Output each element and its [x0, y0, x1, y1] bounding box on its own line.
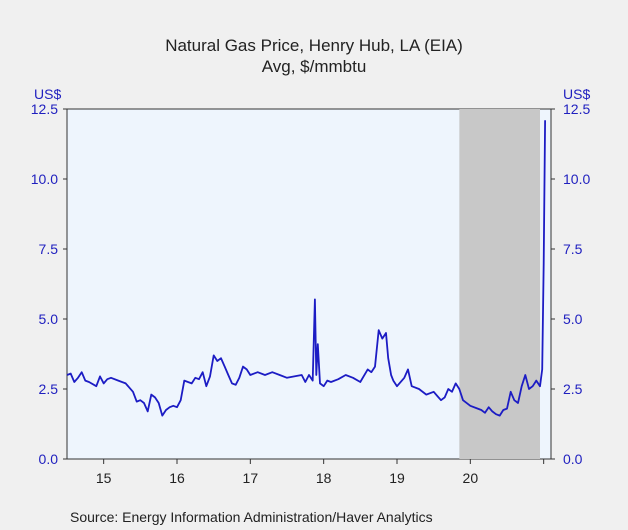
x-tick-label: 20 [463, 470, 479, 486]
y-tick-label-right: 5.0 [563, 311, 583, 327]
y-tick-label-right: 12.5 [563, 101, 590, 117]
x-tick-label: 17 [243, 470, 259, 486]
chart-title: Natural Gas Price, Henry Hub, LA (EIA) [165, 36, 463, 55]
y-tick-label-left: 7.5 [39, 241, 59, 257]
y-tick-label-right: 2.5 [563, 381, 583, 397]
x-tick-label: 15 [96, 470, 112, 486]
x-tick-label: 18 [316, 470, 332, 486]
y-tick-label-right: 10.0 [563, 171, 590, 187]
y-tick-label-left: 5.0 [39, 311, 59, 327]
x-tick-label: 16 [169, 470, 185, 486]
series-line [66, 120, 546, 417]
y-tick-label-left: 10.0 [31, 171, 58, 187]
shaded-period [459, 109, 540, 459]
chart-subtitle: Avg, $/mmbtu [261, 57, 367, 76]
source-note: Source: Energy Information Administratio… [70, 509, 433, 525]
y-axis-unit-right: US$ [563, 86, 591, 102]
x-tick-label: 19 [389, 470, 405, 486]
y-tick-label-left: 12.5 [31, 101, 58, 117]
y-tick-label-left: 2.5 [39, 381, 59, 397]
y-tick-label-left: 0.0 [39, 451, 59, 467]
y-tick-label-right: 0.0 [563, 451, 583, 467]
y-axis-unit-left: US$ [34, 86, 62, 102]
y-tick-label-right: 7.5 [563, 241, 583, 257]
